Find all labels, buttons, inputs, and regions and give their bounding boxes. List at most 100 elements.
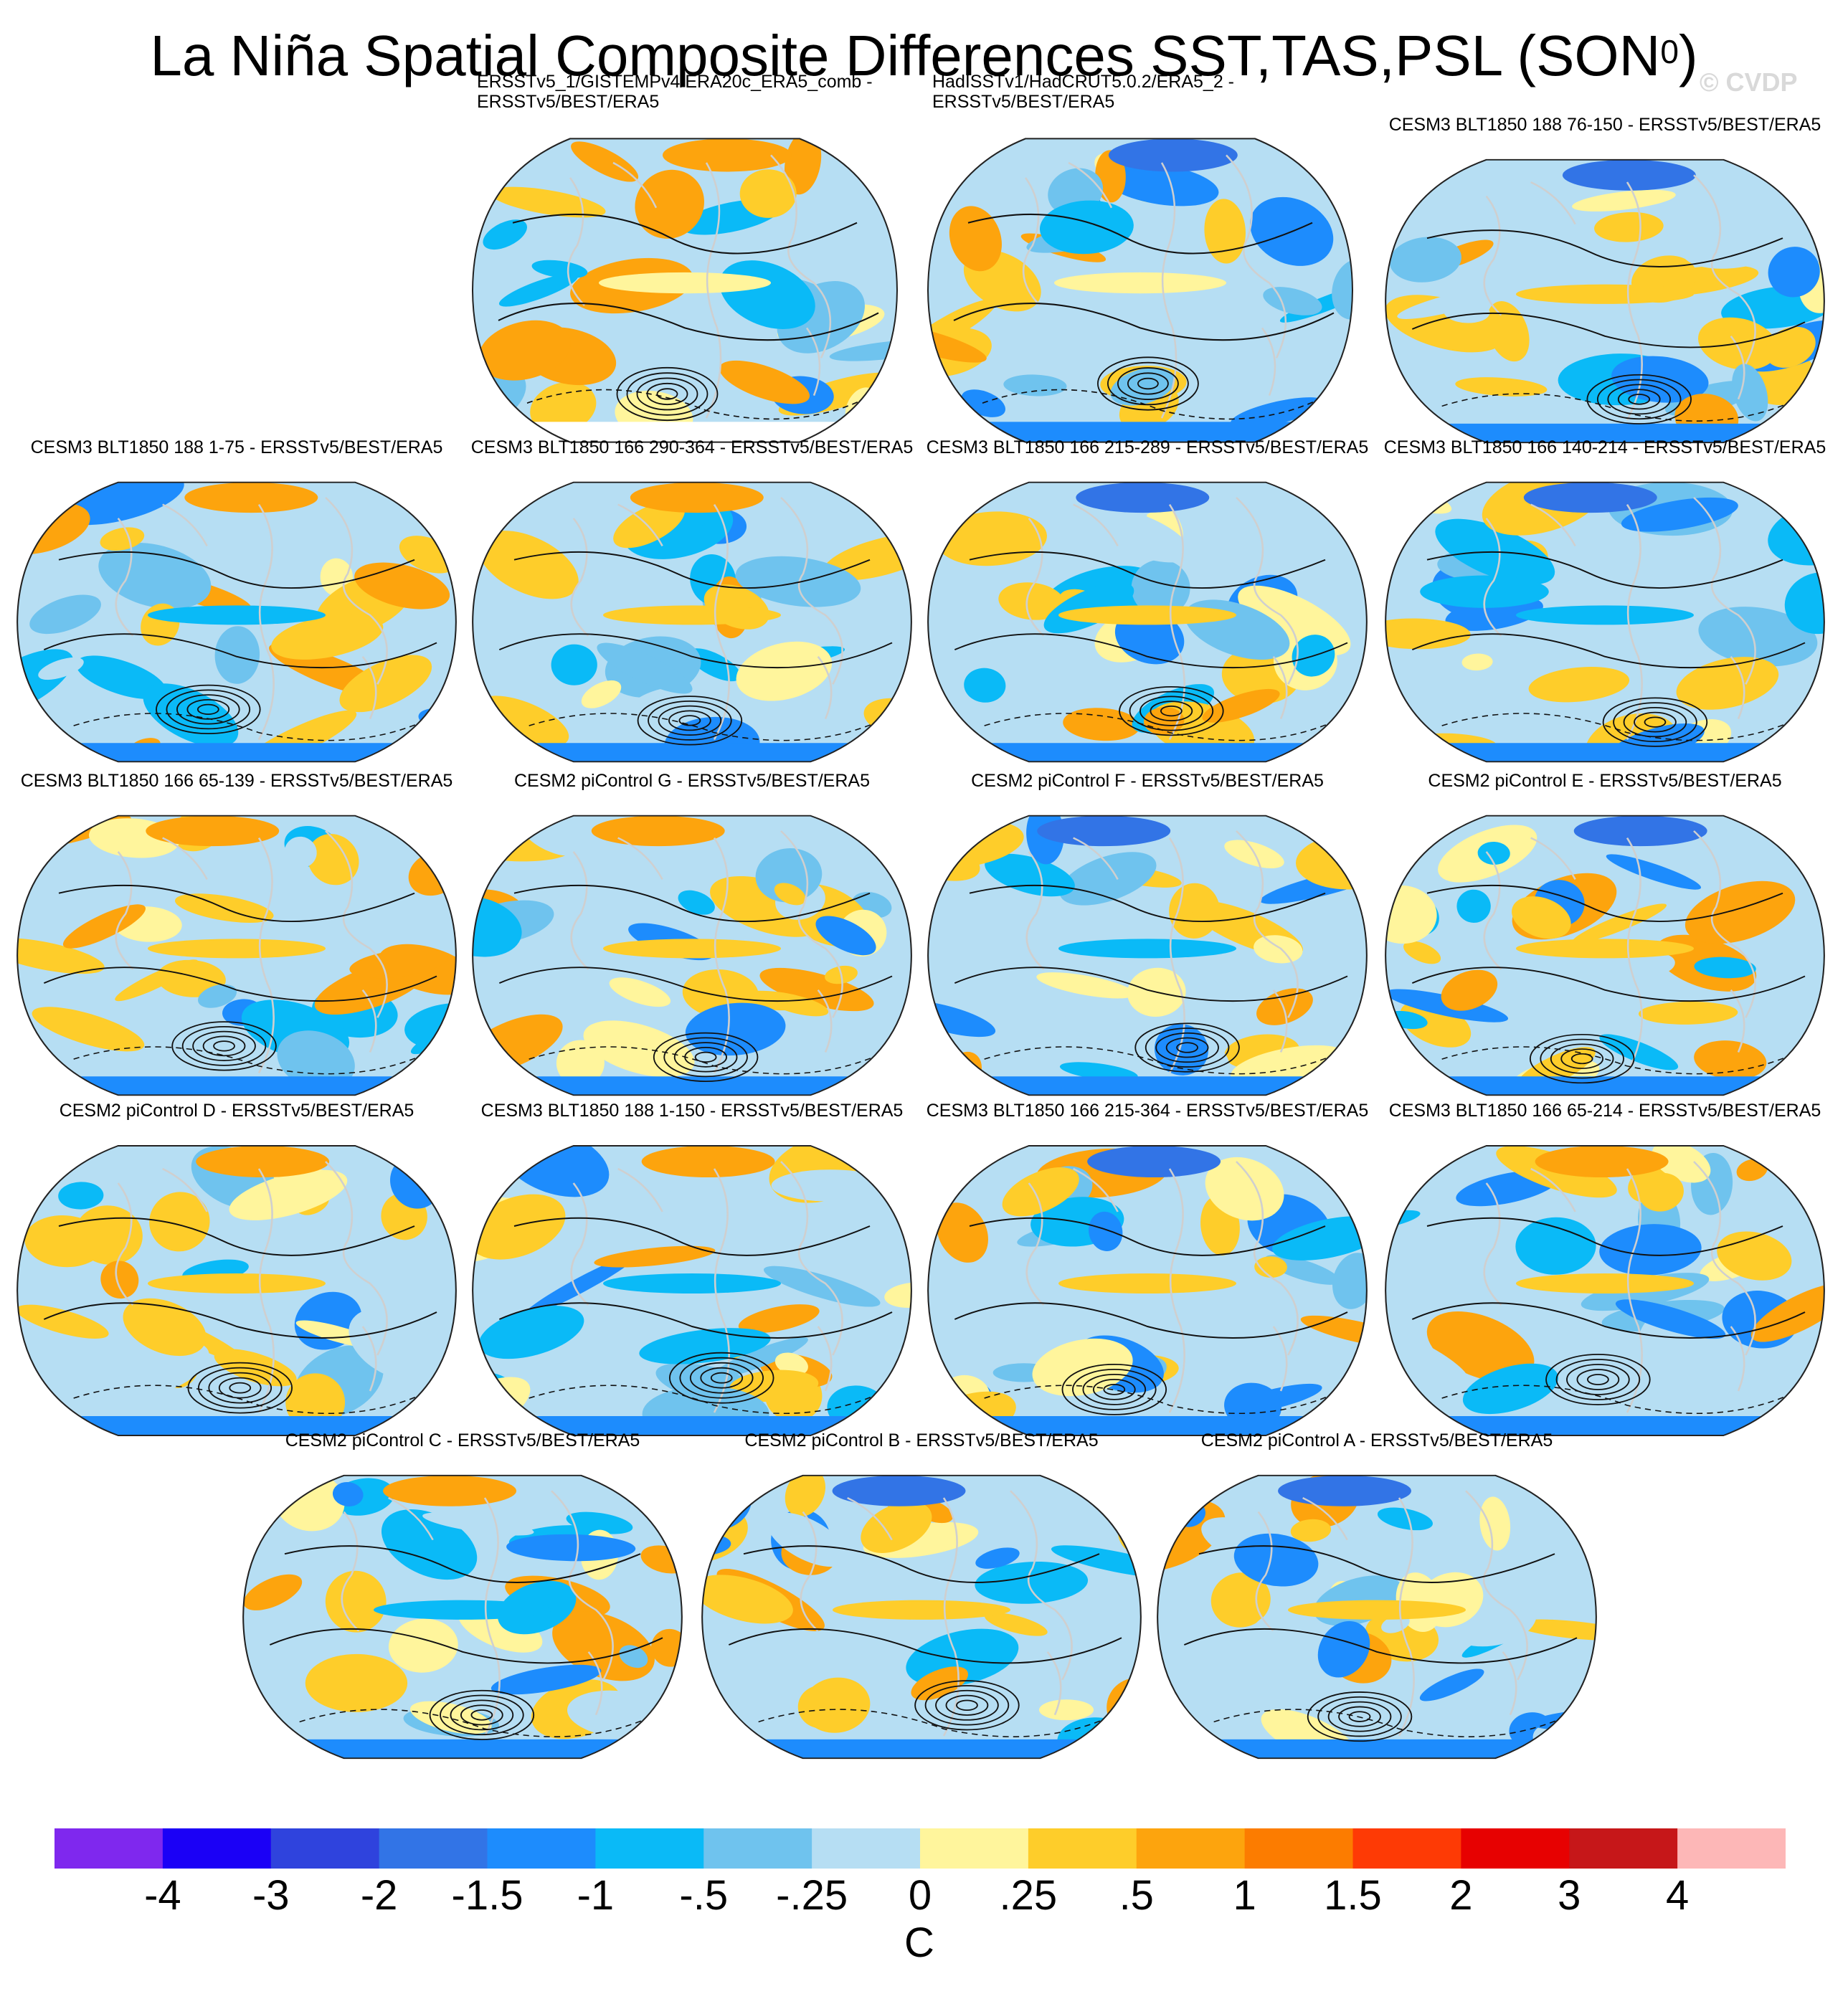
panel-title: CESM3 BLT1850 188 1-75 - ERSSTv5/BEST/ER… (7, 437, 466, 457)
map-panel: CESM3 BLT1850 166 65-214 - ERSSTv5/BEST/… (1383, 1101, 1827, 1441)
panel-title: CESM2 piControl C - ERSSTv5/BEST/ERA5 (233, 1430, 692, 1451)
panel-title-line: CESM2 piControl B - ERSSTv5/BEST/ERA5 (744, 1430, 1099, 1451)
robinson-map (1385, 1145, 1825, 1436)
colorbar-swatch (1136, 1828, 1246, 1869)
map-panel: CESM2 piControl D - ERSSTv5/BEST/ERA5 (14, 1101, 459, 1441)
colorbar-swatch (812, 1828, 921, 1869)
robinson-map (927, 1145, 1368, 1436)
map-panel: HadISSTv1/HadCRUT5.0.2/ERA5_2 - ERSSTv5/B… (925, 72, 1355, 448)
robinson-map (16, 815, 457, 1096)
panel-title: CESM2 piControl G - ERSSTv5/BEST/ERA5 (463, 771, 921, 791)
colorbar-swatch (595, 1828, 704, 1869)
colorbar-tick-label: -1.5 (451, 1872, 523, 1919)
map-panel: CESM2 piControl A - ERSSTv5/BEST/ERA5 (1155, 1430, 1599, 1764)
panel-title-line: ERSSTv5/BEST/ERA5 (932, 92, 1115, 112)
robinson-map (16, 481, 457, 763)
colorbar-tick-label: 1 (1233, 1872, 1256, 1919)
map-panel: ERSSTv5_1/GISTEMPv4/ERA20c_ERA5_comb - ER… (470, 72, 900, 448)
panel-title: CESM2 piControl F - ERSSTv5/BEST/ERA5 (918, 771, 1377, 791)
panel-title: CESM3 BLT1850 166 140-214 - ERSSTv5/BEST… (1375, 437, 1834, 457)
robinson-map (1385, 158, 1825, 444)
figure-title-superscript: 0 (1660, 33, 1679, 70)
colorbar-swatch (920, 1828, 1029, 1869)
panel-title: CESM3 BLT1850 188 1-150 - ERSSTv5/BEST/E… (463, 1101, 921, 1121)
map-panel: CESM3 BLT1850 166 65-139 - ERSSTv5/BEST/… (14, 771, 459, 1101)
colorbar-labels: -4 -3 -2 -1.5 -1 -.5 -.25 0 .25 .5 1 1.5 2 3 4 (0, 1871, 1848, 1922)
robinson-map (471, 138, 899, 443)
panel-title-line: ERSSTv5/BEST/ERA5 (477, 92, 660, 112)
panel-title-line: CESM3 BLT1850 166 65-214 - ERSSTv5/BEST/… (1388, 1101, 1821, 1121)
colorbar-swatch (55, 1828, 164, 1869)
colorbar-swatch (703, 1828, 812, 1869)
colorbar-swatch (1461, 1828, 1570, 1869)
panel-title-line: HadISSTv1/HadCRUT5.0.2/ERA5_2 - (932, 72, 1235, 92)
robinson-map (472, 481, 912, 763)
colorbar-swatch (1569, 1828, 1678, 1869)
map-panel: CESM2 piControl E - ERSSTv5/BEST/ERA5 (1383, 771, 1827, 1101)
robinson-map (472, 815, 912, 1096)
colorbar-tick-label: 2 (1449, 1872, 1473, 1919)
panel-title: CESM2 piControl B - ERSSTv5/BEST/ERA5 (692, 1430, 1151, 1451)
panel-title: CESM2 piControl A - ERSSTv5/BEST/ERA5 (1147, 1430, 1606, 1451)
panel-title: CESM2 piControl D - ERSSTv5/BEST/ERA5 (7, 1101, 466, 1121)
map-panel: CESM3 BLT1850 166 215-289 - ERSSTv5/BEST… (925, 437, 1370, 767)
colorbar-tick-label: 0 (908, 1872, 932, 1919)
robinson-map (1385, 815, 1825, 1096)
panel-title-line: CESM3 BLT1850 166 215-289 - ERSSTv5/BEST… (926, 437, 1369, 457)
colorbar-tick-label: 3 (1558, 1872, 1581, 1919)
figure-title-close: ) (1679, 24, 1698, 87)
panel-title-line: CESM3 BLT1850 166 215-364 - ERSSTv5/BEST… (926, 1101, 1369, 1121)
panel-title: CESM2 piControl E - ERSSTv5/BEST/ERA5 (1375, 771, 1834, 791)
map-panel: CESM2 piControl G - ERSSTv5/BEST/ERA5 (470, 771, 914, 1101)
figure-title: La Niña Spatial Composite Differences SS… (0, 22, 1848, 90)
robinson-map (16, 1145, 457, 1436)
colorbar-swatch (379, 1828, 488, 1869)
panel-title-line: CESM3 BLT1850 166 140-214 - ERSSTv5/BEST… (1383, 437, 1826, 457)
colorbar-unit: C (904, 1919, 934, 1966)
colorbar-tick-label: .25 (999, 1872, 1058, 1919)
panel-title: CESM3 BLT1850 188 76-150 - ERSSTv5/BEST/… (1383, 115, 1827, 135)
panel-title: ERSSTv5_1/GISTEMPv4/ERA20c_ERA5_comb - ER… (477, 72, 873, 112)
colorbar-swatch (270, 1828, 380, 1869)
panel-title: CESM3 BLT1850 166 290-364 - ERSSTv5/BEST… (463, 437, 921, 457)
colorbar-tick-label: -1 (577, 1872, 615, 1919)
cvdp-watermark: © CVDP (1700, 67, 1798, 97)
map-panel: CESM3 BLT1850 188 76-150 - ERSSTv5/BEST/… (1383, 115, 1827, 448)
colorbar-swatch (162, 1828, 272, 1869)
colorbar-tick-label: .5 (1119, 1872, 1154, 1919)
panel-title-line: CESM2 piControl D - ERSSTv5/BEST/ERA5 (59, 1101, 414, 1121)
robinson-map (927, 481, 1368, 763)
colorbar-swatch (487, 1828, 596, 1869)
colorbar-tick-label: -2 (360, 1872, 398, 1919)
colorbar-tick-label: -4 (144, 1872, 181, 1919)
colorbar (55, 1828, 1786, 1869)
panel-title-line: CESM2 piControl F - ERSSTv5/BEST/ERA5 (971, 771, 1324, 791)
panel-title: CESM3 BLT1850 166 215-289 - ERSSTv5/BEST… (918, 437, 1377, 457)
colorbar-swatch (1028, 1828, 1137, 1869)
figure-title-text: La Niña Spatial Composite Differences SS… (150, 24, 1661, 87)
colorbar-swatch (1352, 1828, 1461, 1869)
panel-title: HadISSTv1/HadCRUT5.0.2/ERA5_2 - ERSSTv5/B… (932, 72, 1234, 112)
panel-title: CESM3 BLT1850 166 215-364 - ERSSTv5/BEST… (918, 1101, 1377, 1121)
map-panel: CESM2 piControl C - ERSSTv5/BEST/ERA5 (240, 1430, 685, 1764)
map-panel: CESM2 piControl F - ERSSTv5/BEST/ERA5 (925, 771, 1370, 1101)
map-panel: CESM3 BLT1850 166 140-214 - ERSSTv5/BEST… (1383, 437, 1827, 767)
robinson-map (927, 138, 1354, 443)
panel-title-line: CESM2 piControl E - ERSSTv5/BEST/ERA5 (1428, 771, 1782, 791)
panel-title-line: CESM2 piControl G - ERSSTv5/BEST/ERA5 (514, 771, 870, 791)
panel-title-line: CESM3 BLT1850 188 1-75 - ERSSTv5/BEST/ER… (30, 437, 443, 457)
panel-title: CESM3 BLT1850 166 65-139 - ERSSTv5/BEST/… (7, 771, 466, 791)
panel-title-line: CESM2 piControl C - ERSSTv5/BEST/ERA5 (285, 1430, 640, 1451)
colorbar-swatch (1244, 1828, 1354, 1869)
colorbar-swatch (1677, 1828, 1786, 1869)
colorbar-tick-label: -.25 (776, 1872, 848, 1919)
panel-title-line: CESM3 BLT1850 166 65-139 - ERSSTv5/BEST/… (20, 771, 453, 791)
panel-title-line: ERSSTv5_1/GISTEMPv4/ERA20c_ERA5_comb - (477, 72, 873, 92)
map-panel: CESM3 BLT1850 166 215-364 - ERSSTv5/BEST… (925, 1101, 1370, 1441)
panel-title-line: CESM2 piControl A - ERSSTv5/BEST/ERA5 (1200, 1430, 1553, 1451)
panel-title-line: CESM3 BLT1850 166 290-364 - ERSSTv5/BEST… (470, 437, 914, 457)
colorbar-tick-label: -3 (252, 1872, 290, 1919)
robinson-map (701, 1474, 1142, 1760)
colorbar-tick-label: 4 (1665, 1872, 1690, 1919)
map-panel: CESM3 BLT1850 166 290-364 - ERSSTv5/BEST… (470, 437, 914, 767)
